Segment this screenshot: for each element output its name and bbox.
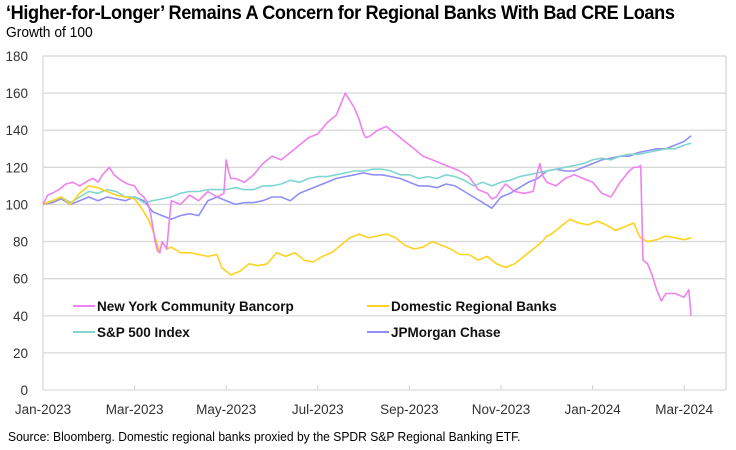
- series-line-new-york-community-bancorp: [42, 92, 692, 316]
- source-note: Source: Bloomberg. Domestic regional ban…: [8, 429, 521, 444]
- x-tick-label: May-2023: [196, 402, 256, 417]
- chart-title: ‘Higher-for-Longer’ Remains A Concern fo…: [6, 2, 675, 24]
- series-line-s-p-500-index: [42, 142, 692, 206]
- y-tick-label: 160: [5, 86, 28, 101]
- y-tick-label: 140: [5, 123, 28, 138]
- legend-item: Domestic Regional Banks: [367, 299, 557, 314]
- gridlines: [43, 55, 726, 354]
- x-axis-ticks: Jan-2023 Mar-2023 May-2023 Jul-2023 Sep-2023…: [15, 385, 714, 417]
- legend: New York Community Bancorp Domestic Regio…: [73, 299, 557, 340]
- y-axis-ticks: 0 20 40 60 80 100 120 140 160 180: [5, 49, 28, 398]
- x-tick-label: Jan-2023: [15, 402, 71, 417]
- x-tick-label: Jul-2023: [292, 402, 344, 417]
- legend-label: Domestic Regional Banks: [391, 299, 557, 314]
- y-tick-label: 80: [13, 235, 28, 250]
- y-tick-label: 120: [5, 160, 28, 175]
- y-tick-label: 60: [13, 272, 28, 287]
- chart-subtitle: Growth of 100: [6, 24, 93, 41]
- legend-label: New York Community Bancorp: [97, 299, 294, 314]
- y-tick-label: 40: [13, 309, 28, 324]
- legend-item: New York Community Bancorp: [73, 299, 294, 314]
- axes: [42, 55, 727, 391]
- y-tick-label: 180: [5, 49, 28, 64]
- y-tick-label: 20: [13, 346, 28, 361]
- legend-label: S&P 500 Index: [97, 325, 190, 340]
- legend-item: JPMorgan Chase: [367, 325, 501, 340]
- legend-label: JPMorgan Chase: [391, 325, 501, 340]
- y-tick-label: 0: [20, 383, 28, 398]
- x-tick-label: Sep-2023: [380, 402, 439, 417]
- legend-item: S&P 500 Index: [73, 325, 190, 340]
- y-tick-label: 100: [5, 197, 28, 212]
- x-tick-label: Nov-2023: [472, 402, 531, 417]
- x-tick-label: Mar-2023: [106, 402, 164, 417]
- x-tick-label: Jan-2024: [564, 402, 621, 417]
- series-line-jpmorgan-chase: [42, 135, 692, 221]
- series-lines: [42, 92, 692, 316]
- x-tick-label: Mar-2024: [655, 402, 713, 417]
